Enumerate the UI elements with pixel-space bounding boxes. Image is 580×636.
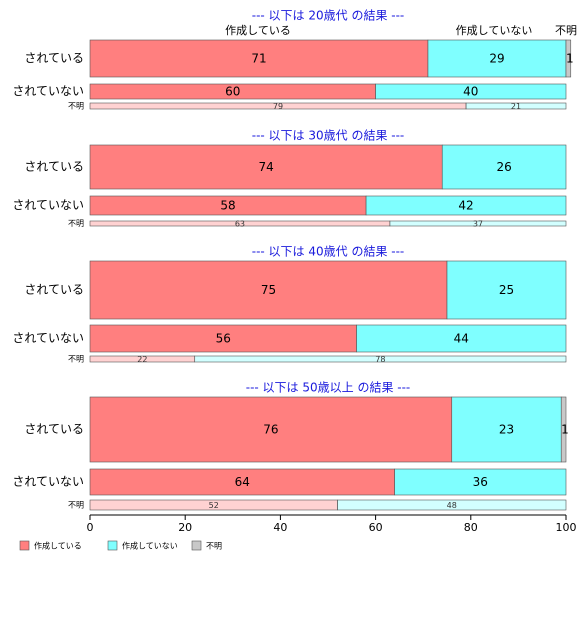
group-title: --- 以下は 40歳代 の結果 --- — [252, 245, 405, 259]
bar-segment — [441, 144, 567, 190]
top-label-1: 作成している — [225, 24, 291, 37]
data-label: 71 — [251, 52, 266, 66]
group-panel-3: --- 以下は 40歳代 の結果 --- されている 75 25 されていない 56 44 不… — [12, 245, 567, 364]
group-title: --- 以下は 20歳代 の結果 --- — [252, 9, 405, 23]
bar-segment — [194, 355, 567, 363]
legend-swatch — [107, 540, 118, 551]
bar-segment — [375, 83, 567, 100]
data-label: 23 — [499, 423, 514, 437]
legend-swatch — [19, 540, 30, 551]
bar-segment — [565, 39, 572, 78]
data-label: 56 — [216, 332, 231, 346]
row-label: されている — [24, 160, 84, 174]
x-axis: 0 20 40 60 80 100 — [87, 514, 577, 534]
bar-segment — [365, 195, 567, 216]
row-label: されていない — [12, 331, 84, 345]
bar-segment — [89, 144, 443, 190]
data-label: 40 — [463, 85, 478, 99]
row-label: されていない — [12, 198, 84, 212]
data-label: 36 — [473, 475, 488, 489]
data-label: 48 — [447, 501, 457, 510]
bar-segment — [560, 396, 567, 463]
data-label: 60 — [225, 85, 240, 99]
row-label: 不明 — [68, 501, 84, 510]
bar-segment — [451, 396, 562, 463]
legend-label: 作成している — [34, 541, 82, 551]
x-tick-label: 0 — [87, 521, 94, 534]
data-label: 79 — [273, 102, 283, 111]
x-tick-label: 100 — [556, 521, 577, 534]
data-label: 42 — [458, 199, 473, 213]
group-panel-4: --- 以下は 50歳以上 の結果 --- されている 76 23 1 されていない 64 3… — [12, 381, 569, 511]
row-label: されている — [24, 51, 84, 65]
data-label: 44 — [454, 332, 469, 346]
row-label: されていない — [12, 84, 84, 98]
data-label: 74 — [258, 160, 273, 174]
row-label: されている — [24, 422, 84, 436]
data-label: 25 — [499, 283, 514, 297]
bar-segment — [337, 499, 567, 511]
data-label: 64 — [235, 475, 250, 489]
legend-swatch — [191, 540, 202, 551]
data-label: 21 — [511, 102, 521, 111]
row-label: されていない — [12, 475, 84, 489]
bar-segment — [89, 324, 357, 353]
data-label: 63 — [235, 220, 245, 229]
group-title: --- 以下は 30歳代 の結果 --- — [252, 129, 405, 143]
x-tick-label: 60 — [369, 521, 383, 534]
group-title: --- 以下は 50歳以上 の結果 --- — [246, 381, 411, 395]
bar-segment — [465, 102, 567, 110]
data-label: 76 — [263, 423, 278, 437]
bar-segment — [89, 396, 453, 463]
data-label: 37 — [473, 220, 483, 229]
group-panel-1: --- 以下は 20歳代 の結果 --- されている 71 29 1 されていない 60 40… — [12, 9, 573, 112]
data-label: 58 — [220, 199, 235, 213]
x-tick-label: 20 — [178, 521, 192, 534]
bar-segment — [389, 220, 567, 227]
x-tick-label: 40 — [273, 521, 287, 534]
group-panel-2: --- 以下は 30歳代 の結果 --- されている 74 26 されていない 58 42 不… — [12, 129, 567, 229]
legend: 作成している 作成していない 不明 — [19, 540, 222, 551]
bar-segment — [89, 39, 429, 78]
bar-segment — [394, 468, 567, 496]
row-label: 不明 — [68, 355, 84, 364]
data-label: 52 — [209, 501, 219, 510]
legend-label: 不明 — [206, 542, 222, 551]
top-label-3: 不明 — [555, 24, 577, 37]
x-tick-label: 80 — [464, 521, 478, 534]
data-label: 29 — [489, 52, 504, 66]
bar-segment — [446, 260, 567, 320]
bar-segment — [356, 324, 567, 353]
row-label: されている — [24, 283, 84, 297]
legend-label: 作成していない — [122, 541, 178, 551]
data-label: 1 — [561, 423, 569, 437]
row-label: 不明 — [68, 219, 84, 228]
bar-segment — [89, 260, 448, 320]
data-label: 26 — [496, 160, 511, 174]
data-label: 1 — [566, 52, 574, 66]
top-label-2: 作成していない — [456, 24, 533, 37]
data-label: 78 — [375, 355, 385, 364]
data-label: 75 — [261, 283, 276, 297]
data-label: 22 — [137, 355, 147, 364]
bar-segment — [89, 468, 395, 496]
row-label: 不明 — [68, 102, 84, 111]
